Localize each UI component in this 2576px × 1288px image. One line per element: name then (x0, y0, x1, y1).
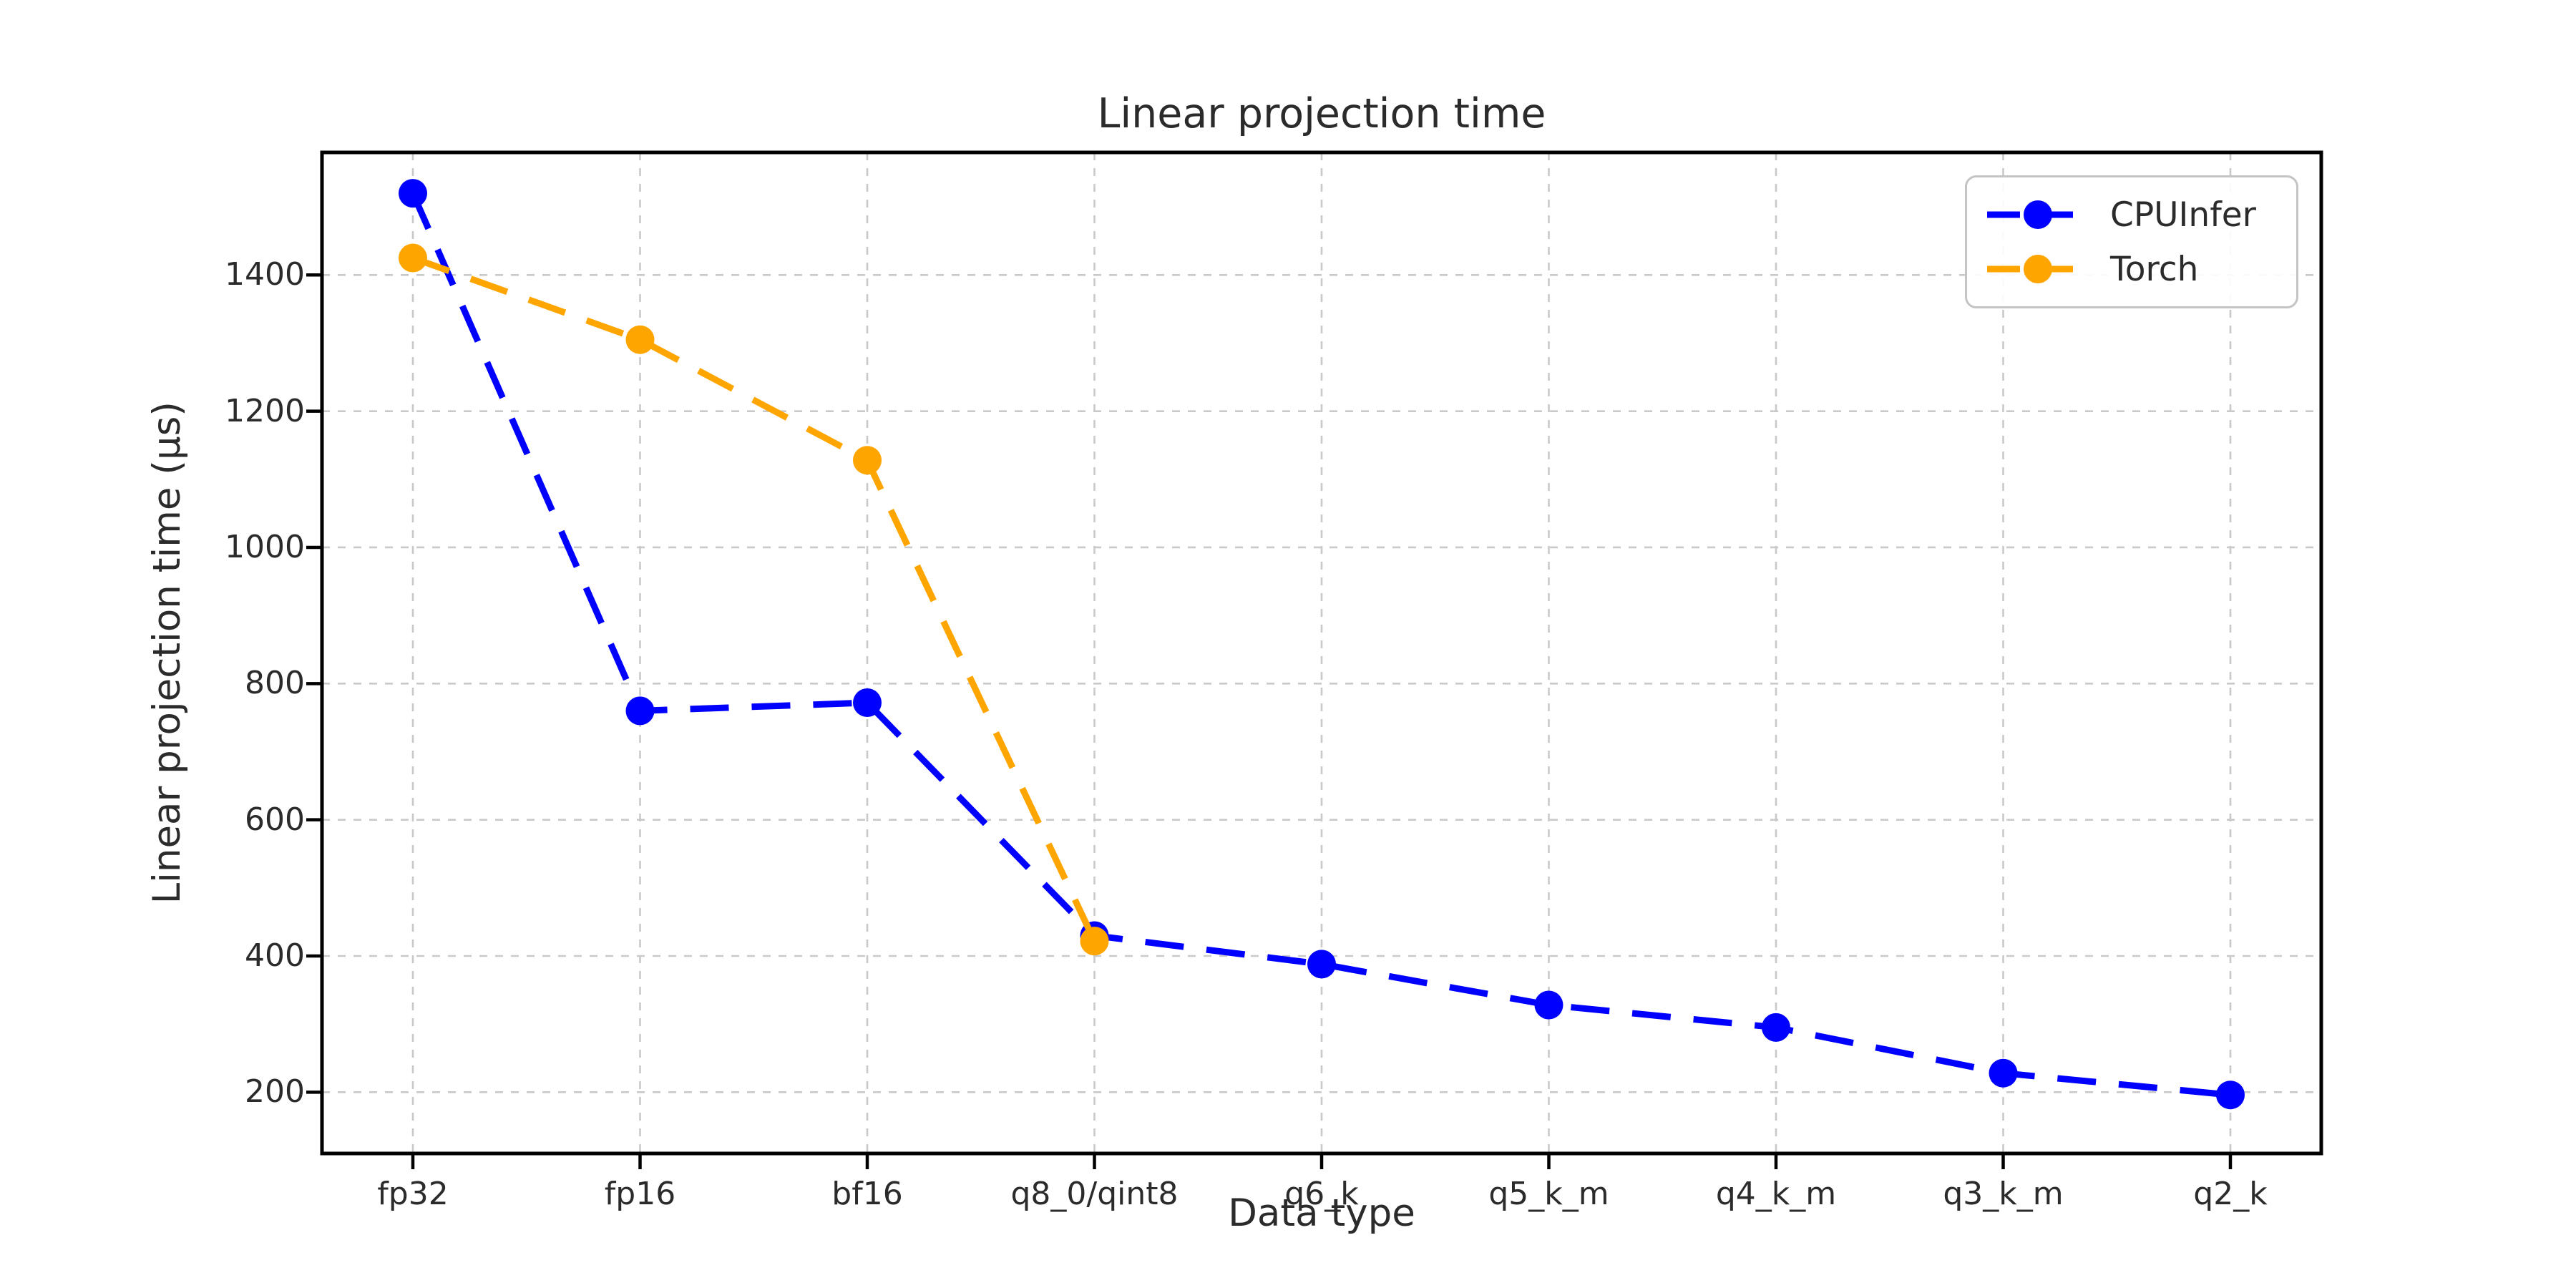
data-point-cpuinfer-fp16 (625, 696, 655, 726)
y-tick-label: 200 (245, 1073, 305, 1111)
x-tick-label-q3-k-m: q3_k_m (1943, 1176, 2064, 1212)
data-point-cpuinfer-q2-k (2216, 1080, 2245, 1110)
series-line-torch (411, 255, 1098, 943)
x-tick-label-fp16: fp16 (604, 1176, 676, 1212)
y-tick-label: 800 (245, 665, 305, 702)
legend-item-torch: Torch (1984, 245, 2279, 293)
y-axis-label: Linear projection time (µs) (145, 401, 189, 904)
y-axis-label-wrap: Linear projection time (µs) (140, 152, 193, 1153)
y-tick-label: 1200 (225, 392, 305, 429)
series-line-cpuinfer (409, 192, 2231, 1098)
legend-item-cpuinfer: CPUInfer (1984, 190, 2279, 239)
plot-frame (320, 150, 2323, 1156)
x-tick-label-q2-k: q2_k (2193, 1176, 2268, 1212)
y-tick-label: 1400 (225, 256, 305, 293)
data-point-torch-bf16 (853, 446, 882, 475)
chart-title: Linear projection time (1097, 90, 1546, 137)
data-point-cpuinfer-bf16 (853, 688, 882, 717)
x-tick-label-q6-k: q6_k (1284, 1176, 1359, 1212)
y-tick-label: 400 (245, 937, 305, 974)
y-tick-label: 1000 (225, 528, 305, 565)
data-point-cpuinfer-fp32 (399, 179, 427, 208)
x-axis-label: Data type (1228, 1191, 1415, 1235)
data-point-cpuinfer-q5-k-m (1534, 990, 1563, 1020)
legend-sample-cpuinfer-icon (1987, 200, 2089, 229)
data-point-cpuinfer-q4-k-m (1762, 1013, 1790, 1042)
data-point-cpuinfer-q6-k (1307, 950, 1336, 979)
legend-label-torch: Torch (2110, 249, 2199, 289)
x-tick-label-q4-k-m: q4_k_m (1715, 1176, 1837, 1212)
x-tick-label-bf16: bf16 (831, 1176, 903, 1212)
data-point-torch-fp32 (399, 243, 427, 273)
x-tick-label-q8-0-qint8: q8_0/qint8 (1010, 1176, 1179, 1212)
data-point-torch-q8-0-qint8 (1080, 927, 1109, 956)
data-point-cpuinfer-q3-k-m (1989, 1058, 2018, 1088)
legend-label-cpuinfer: CPUInfer (2110, 195, 2256, 235)
data-point-torch-fp16 (625, 325, 655, 354)
legend: CPUInfer Torch (1965, 175, 2298, 308)
legend-sample-torch-icon (1987, 255, 2089, 283)
x-tick-label-q5-k-m: q5_k_m (1488, 1176, 1609, 1212)
y-tick-label: 600 (245, 801, 305, 838)
x-tick-label-fp32: fp32 (377, 1176, 449, 1212)
